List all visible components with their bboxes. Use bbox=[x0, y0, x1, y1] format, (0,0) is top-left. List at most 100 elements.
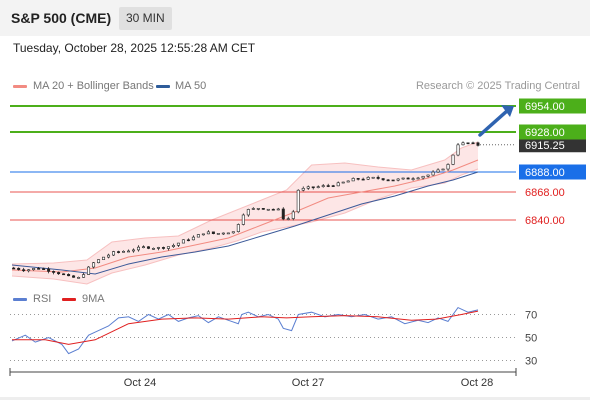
candle-body bbox=[381, 178, 385, 181]
candle-body bbox=[72, 275, 76, 278]
candle-body bbox=[82, 274, 86, 278]
candle-body bbox=[57, 272, 61, 275]
bollinger-lower-line bbox=[11, 168, 479, 285]
candle-body bbox=[351, 178, 355, 182]
candle bbox=[281, 207, 285, 221]
candle bbox=[351, 177, 355, 182]
candle-body bbox=[32, 268, 36, 271]
footer-divider bbox=[0, 397, 590, 400]
level-label-box-0 bbox=[519, 98, 586, 114]
candle bbox=[411, 177, 415, 181]
candle-body bbox=[181, 239, 185, 244]
candle-body bbox=[122, 250, 126, 253]
level-label-3: 6888.00 bbox=[525, 167, 565, 179]
candle bbox=[231, 231, 235, 234]
candle bbox=[42, 267, 46, 270]
candle-body bbox=[236, 224, 240, 232]
candle bbox=[321, 184, 325, 188]
candle bbox=[296, 189, 300, 214]
candle-body bbox=[107, 254, 111, 258]
candle-body bbox=[196, 234, 200, 238]
candle-body bbox=[261, 208, 265, 210]
candle bbox=[306, 185, 310, 190]
candle bbox=[391, 179, 395, 182]
ma9-legend-swatch bbox=[62, 298, 76, 301]
x-tick-label: Oct 28 bbox=[461, 377, 493, 389]
level-label-box-2 bbox=[519, 137, 586, 153]
candle-body bbox=[87, 266, 91, 275]
candle bbox=[406, 177, 410, 180]
candle bbox=[156, 246, 160, 251]
candle bbox=[52, 270, 56, 275]
candle-body bbox=[356, 178, 360, 180]
candle bbox=[256, 208, 260, 211]
candle bbox=[17, 267, 21, 271]
candle bbox=[102, 256, 106, 260]
level-label-2: 6915.25 bbox=[525, 140, 565, 152]
rsi-tick-label-70: 70 bbox=[525, 310, 537, 322]
ma50-legend-swatch bbox=[156, 85, 170, 88]
instrument-title: S&P 500 (CME) bbox=[11, 10, 112, 26]
candle-body bbox=[231, 231, 235, 234]
candle bbox=[341, 181, 345, 184]
candle-body bbox=[67, 274, 71, 277]
candle bbox=[206, 230, 210, 235]
candle-body bbox=[451, 154, 455, 165]
candle bbox=[396, 178, 400, 182]
candle bbox=[356, 177, 360, 181]
ma20-line bbox=[11, 159, 479, 273]
ma9-legend-label: 9MA bbox=[82, 293, 105, 305]
candle-body bbox=[291, 211, 295, 219]
level-label-0: 6954.00 bbox=[525, 101, 565, 113]
ma50-legend-label: MA 50 bbox=[175, 80, 207, 92]
candle bbox=[271, 208, 275, 211]
candle bbox=[446, 163, 450, 171]
x-tick-label: Oct 24 bbox=[124, 377, 156, 389]
candle bbox=[466, 142, 470, 145]
candle bbox=[161, 246, 165, 250]
candle bbox=[82, 272, 86, 278]
candle-body bbox=[461, 142, 465, 146]
candle bbox=[456, 143, 460, 157]
candle bbox=[386, 179, 390, 182]
candle bbox=[416, 176, 420, 180]
candle-body bbox=[476, 142, 480, 146]
candle-body bbox=[436, 169, 440, 173]
candle-body bbox=[131, 249, 135, 252]
candle-body bbox=[296, 189, 300, 213]
candle-body bbox=[371, 176, 375, 179]
candle bbox=[431, 170, 435, 176]
candle bbox=[201, 233, 205, 236]
candle bbox=[326, 183, 330, 188]
candle-body bbox=[306, 186, 310, 189]
candle-body bbox=[426, 174, 430, 177]
candle bbox=[146, 246, 150, 250]
candle-body bbox=[226, 232, 230, 235]
candle bbox=[62, 273, 66, 276]
candle-body bbox=[176, 242, 180, 246]
candle-body bbox=[151, 248, 155, 250]
candle bbox=[246, 208, 250, 217]
candle-body bbox=[446, 164, 450, 170]
candle-body bbox=[316, 186, 320, 188]
candle bbox=[72, 275, 76, 278]
candle bbox=[131, 248, 135, 253]
bollinger-band-fill bbox=[12, 142, 478, 284]
candle-body bbox=[206, 231, 210, 235]
candle bbox=[112, 250, 116, 256]
candle-body bbox=[216, 233, 220, 235]
rsi-series-9ma bbox=[12, 310, 479, 345]
candle bbox=[426, 174, 430, 178]
timeframe-button[interactable]: 30 MIN bbox=[119, 7, 172, 30]
candle bbox=[92, 261, 96, 269]
candle-body bbox=[47, 268, 51, 272]
rsi-tick-label-30: 30 bbox=[525, 356, 537, 368]
candle-body bbox=[396, 178, 400, 181]
candle-body bbox=[92, 262, 96, 268]
candle bbox=[251, 207, 255, 210]
header-bar: S&P 500 (CME) 30 MIN bbox=[0, 0, 590, 36]
datetime-label: Tuesday, October 28, 2025 12:55:28 AM CE… bbox=[13, 41, 256, 55]
candle-body bbox=[52, 271, 56, 273]
candle-body bbox=[117, 251, 121, 253]
